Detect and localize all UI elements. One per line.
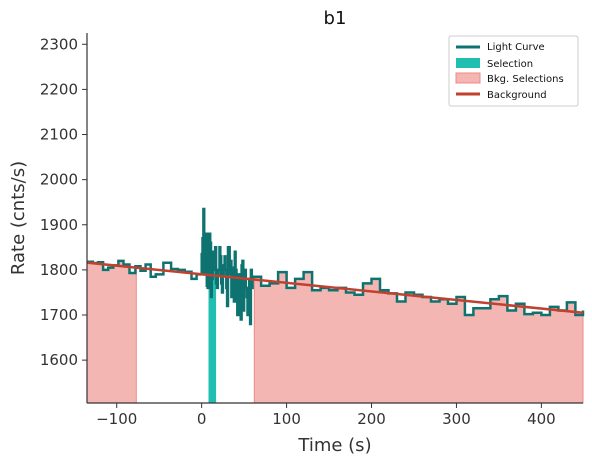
y-tick-label: 2300 (40, 35, 78, 53)
plot-area (86, 207, 585, 404)
y-tick-label: 1700 (40, 306, 78, 324)
y-axis-label: Rate (cnts/s) (8, 161, 29, 275)
axes: −100 0 100 200 300 400 1600 1700 1800 1900 2000 210… (40, 33, 583, 428)
legend: Light Curve Selection Bkg. Selections Ba… (448, 35, 579, 107)
legend-selection-swatch (456, 58, 480, 68)
light-curve-line (87, 207, 585, 326)
x-tick-label: −100 (96, 410, 137, 428)
legend-bkg-selections-swatch (455, 72, 481, 84)
legend-background-label: Background (487, 90, 547, 101)
x-tick-label: 0 (197, 410, 207, 428)
x-tick-label: 300 (442, 410, 471, 428)
bkg-selection-region (86, 260, 137, 404)
y-tick-label: 2000 (40, 171, 78, 189)
x-tick-label: 100 (272, 410, 301, 428)
y-tick-label: 1800 (40, 261, 78, 279)
y-tick-label: 2100 (40, 126, 78, 144)
legend-bkg-selections-label: Bkg. Selections (487, 74, 564, 85)
y-tick-label: 1600 (40, 351, 78, 369)
legend-frame (448, 35, 579, 107)
x-tick-label: 200 (357, 410, 386, 428)
legend-light-curve-label: Light Curve (487, 42, 545, 53)
y-tick-label: 2200 (40, 80, 78, 98)
x-tick-label: 400 (527, 410, 556, 428)
y-tick-label: 1900 (40, 216, 78, 234)
chart-title: b1 (324, 8, 347, 29)
bkg-selection-region (253, 271, 584, 404)
legend-selection-label: Selection (487, 59, 533, 70)
x-axis-label: Time (s) (297, 435, 371, 456)
background-fit-line (86, 261, 584, 314)
